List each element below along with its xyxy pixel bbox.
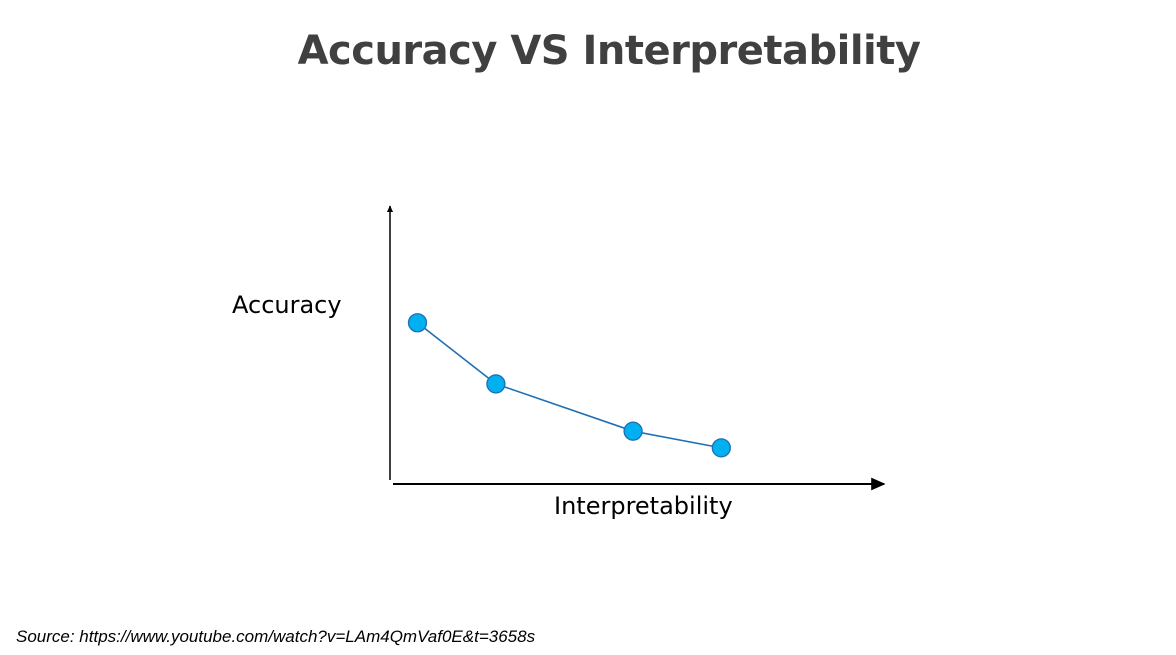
data-point-1 (407, 313, 428, 333)
series-line (417, 322, 722, 449)
slide-title: Accuracy VS Interpretability (297, 28, 921, 74)
data-point-3 (623, 421, 643, 441)
y-axis-label: Accuracy (232, 291, 342, 319)
x-axis-label: Interpretability (554, 492, 733, 520)
series-layer (407, 313, 731, 458)
data-point-2 (486, 374, 506, 394)
data-point-4 (711, 438, 731, 458)
source-note: Source: https://www.youtube.com/watch?v=… (16, 627, 536, 646)
